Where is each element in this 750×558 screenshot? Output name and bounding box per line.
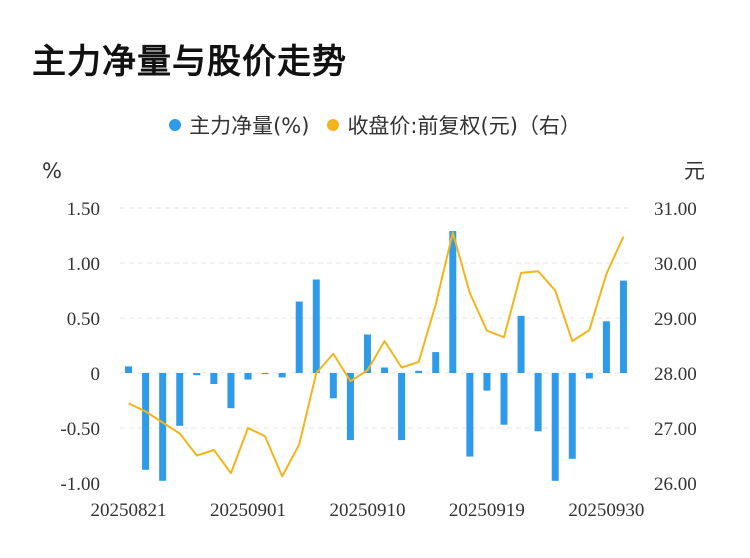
- bar: [432, 352, 440, 373]
- x-tick-label: 20250901: [210, 500, 286, 521]
- right-axis-unit: 元: [684, 159, 705, 183]
- bar: [193, 373, 201, 376]
- right-tick-label: 28.00: [654, 364, 697, 385]
- bar: [244, 373, 252, 380]
- bar: [449, 231, 457, 373]
- legend-label-net-flow: 主力净量(%): [189, 114, 310, 138]
- legend-dot-line: [327, 119, 340, 131]
- bar: [329, 373, 337, 399]
- legend-item-net-flow[interactable]: 主力净量(%): [169, 110, 309, 140]
- left-axis-unit: %: [42, 159, 62, 183]
- bar: [500, 373, 508, 425]
- bar: [483, 373, 491, 391]
- bar: [568, 373, 576, 459]
- right-tick-label: 31.00: [654, 199, 697, 220]
- x-tick-label: 20250919: [449, 500, 525, 521]
- bar: [295, 301, 303, 373]
- bar: [159, 373, 167, 481]
- bar: [346, 373, 354, 441]
- x-tick-label: 20250910: [329, 500, 405, 521]
- bar: [312, 279, 320, 373]
- close-price-line: [128, 231, 625, 478]
- left-axis-ticks: 1.50 1.00 0.50 0 -0.50 -1.00: [60, 199, 100, 495]
- bar: [278, 373, 286, 378]
- x-axis-ticks: 20250821 20250901 20250910 20250919 20250930: [91, 500, 645, 521]
- left-tick-label: 1.50: [67, 199, 100, 220]
- bar: [551, 373, 559, 481]
- bar: [261, 373, 269, 375]
- bar: [142, 373, 150, 470]
- bar: [602, 321, 610, 373]
- x-tick-label: 20250821: [91, 500, 167, 521]
- right-tick-label: 29.00: [654, 309, 697, 330]
- bar: [210, 373, 218, 384]
- bar: [517, 315, 525, 373]
- x-tick-label: 20250930: [568, 500, 644, 521]
- right-tick-label: 30.00: [654, 254, 697, 275]
- bar: [363, 334, 371, 373]
- left-tick-label: 0: [91, 364, 101, 385]
- bar: [398, 373, 406, 441]
- legend: 主力净量(%) 收盘价:前复权(元)（右）: [0, 110, 750, 140]
- right-axis-ticks: 31.00 30.00 29.00 28.00 27.00 26.00: [654, 199, 697, 495]
- left-tick-label: 0.50: [67, 309, 100, 330]
- legend-item-close-price[interactable]: 收盘价:前复权(元)（右）: [327, 110, 581, 140]
- bar: [585, 373, 593, 379]
- bar: [534, 373, 542, 432]
- legend-label-close-price: 收盘价:前复权(元)（右）: [347, 114, 581, 138]
- bar: [415, 370, 423, 373]
- bar: [176, 373, 184, 426]
- right-tick-label: 26.00: [654, 474, 697, 495]
- bar: [381, 367, 389, 373]
- line-series: [128, 231, 625, 478]
- left-tick-label: -0.50: [60, 419, 100, 440]
- left-tick-label: 1.00: [67, 254, 100, 275]
- bar: [466, 373, 474, 457]
- right-tick-label: 27.00: [654, 419, 697, 440]
- bar: [125, 366, 133, 373]
- bar: [227, 373, 235, 409]
- chart-title: 主力净量与股价走势: [32, 42, 347, 82]
- bar-series: [125, 231, 627, 481]
- bar: [619, 280, 627, 373]
- left-tick-label: -1.00: [60, 474, 100, 495]
- grid-lines: [120, 207, 632, 429]
- legend-dot-bar: [169, 119, 182, 131]
